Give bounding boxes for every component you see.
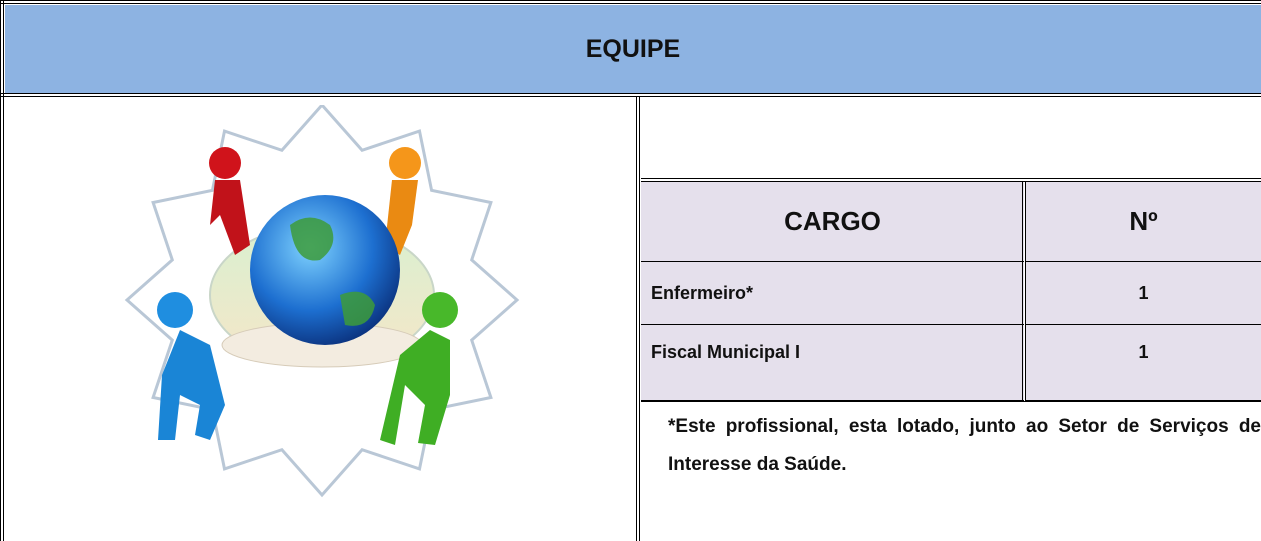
figure-orange-body [385,180,418,255]
table-top [641,178,1261,182]
figure-orange [389,147,421,179]
cell-text: Enfermeiro* [651,282,754,303]
header: EQUIPE [5,5,1261,93]
figure-red [209,147,241,179]
figure-blue [157,292,193,328]
column-header-text: Nº [1129,206,1158,236]
team-illustration [124,105,520,498]
figure-green [422,292,458,328]
table-cell: 1 [1026,262,1261,325]
frame-left [0,0,4,541]
figure-red-body [210,180,250,255]
header-divider [0,93,1261,97]
cell-text: 1 [1138,282,1149,303]
figure-green-body [380,330,450,445]
frame-top [0,0,1261,4]
table-cell: Enfermeiro* [641,262,1024,325]
column-divider [636,97,640,541]
cell-text: Fiscal Municipal I [651,342,801,362]
table-bottom [641,401,1261,402]
globe [250,195,400,345]
footnote: *Este profissional, esta lotado, junto a… [668,416,1261,475]
header-title: EQUIPE [585,34,681,63]
table-cell: 1 [1026,325,1261,401]
column-header: Nº [1026,182,1261,262]
figure-blue-body [158,330,225,440]
table-cell: Fiscal Municipal I [641,325,1024,401]
continents [290,217,375,326]
table-col-divider [1022,182,1026,401]
column-header-text: CARGO [784,206,881,236]
column-header: CARGO [641,182,1024,262]
cell-text: 1 [1138,342,1149,362]
